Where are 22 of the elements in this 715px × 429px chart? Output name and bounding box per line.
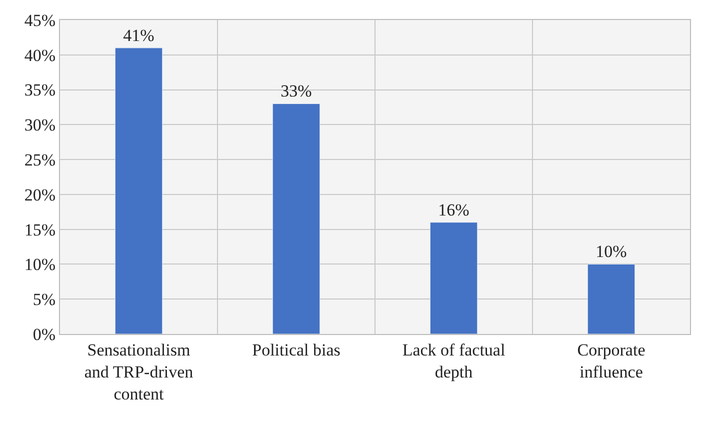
y-tick-label: 25% xyxy=(24,150,56,170)
y-tick-label: 30% xyxy=(24,116,56,135)
bar xyxy=(430,222,478,334)
y-tick-label: 45% xyxy=(24,10,56,30)
data-label: 41% xyxy=(123,26,154,45)
y-tick-label: 10% xyxy=(24,255,56,274)
y-tick-label: 20% xyxy=(24,185,56,204)
x-tick-label: Corporate influence xyxy=(577,340,646,382)
data-label: 10% xyxy=(596,242,627,262)
y-tick-label: 40% xyxy=(24,46,56,65)
y-tick-label: 5% xyxy=(32,290,56,310)
data-label: 33% xyxy=(280,82,312,101)
x-tick-label: Political bias xyxy=(252,340,340,360)
x-tick-label: Sensationalism and TRP-driven content xyxy=(84,340,194,404)
y-tick-label: 0% xyxy=(32,324,56,344)
x-tick-label: Lack of factual depth xyxy=(402,340,506,382)
data-label: 16% xyxy=(438,200,470,220)
y-tick-label: 35% xyxy=(24,80,56,100)
bar xyxy=(114,48,163,334)
bar xyxy=(587,264,636,334)
y-tick-label: 15% xyxy=(24,220,56,240)
bar xyxy=(272,103,320,334)
